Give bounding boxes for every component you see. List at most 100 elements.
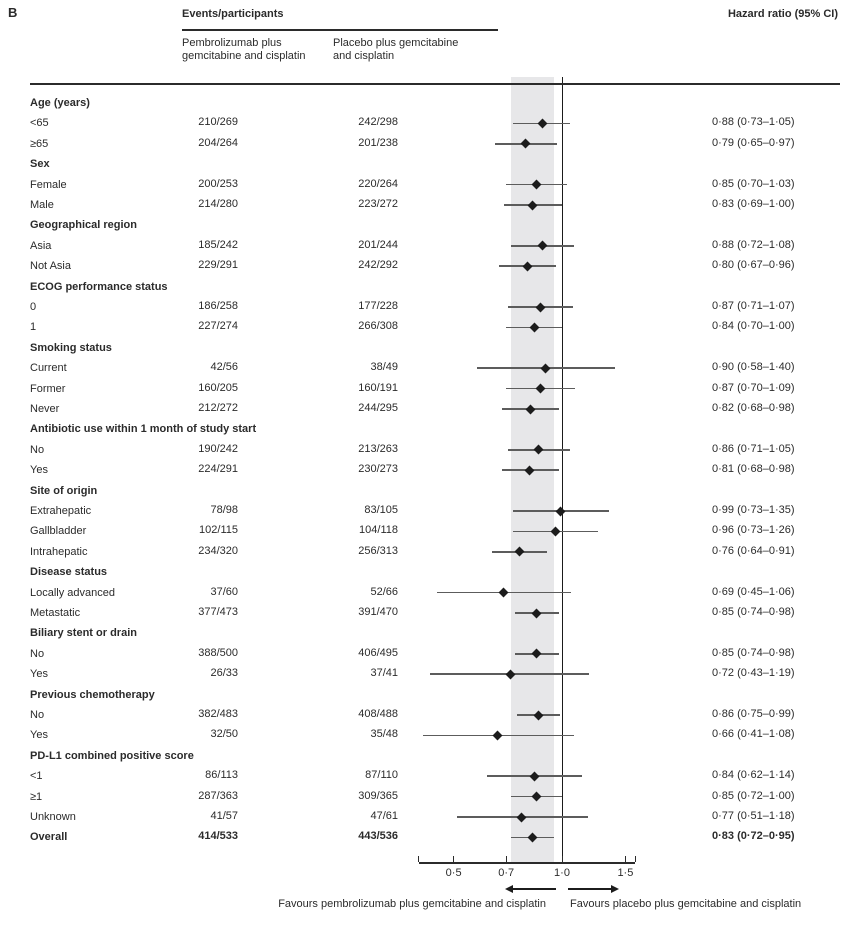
hr-value: 0·99 (0·73–1·35)	[712, 504, 795, 516]
hr-diamond	[499, 587, 509, 598]
events-arm1: 210/269	[198, 116, 238, 129]
hr-value: 0·76 (0·64–0·91)	[712, 544, 795, 557]
reference-line	[561, 77, 563, 862]
events-arm1: 382/483	[198, 708, 238, 720]
events-arm2: 35/48	[370, 728, 398, 741]
favours-left-label: Favours pembrolizumab plus gemcitabine a…	[278, 898, 546, 910]
events-arm1: 212/272	[198, 402, 238, 414]
events-arm2: 242/292	[358, 259, 398, 272]
events-arm1: 160/205	[198, 381, 238, 394]
hr-value: 0·86 (0·71–1·05)	[712, 442, 795, 455]
subgroup-label: ≥1	[30, 790, 43, 803]
events-arm1: 86/113	[205, 769, 238, 782]
events-arm1: 37/60	[210, 585, 238, 598]
hr-value: 0·81 (0·68–0·98)	[712, 463, 795, 476]
events-arm2: 87/110	[365, 769, 398, 782]
subgroup-label: Locally advanced	[30, 586, 116, 599]
subgroup-label: <65	[30, 117, 49, 130]
subgroup-label: Age (years)	[30, 97, 90, 109]
axis-tick-label: 0·7	[498, 867, 515, 879]
subgroup-label: ECOG performance status	[30, 280, 168, 293]
events-arm2: 223/272	[358, 198, 398, 210]
events-arm1: 185/242	[198, 238, 238, 251]
subgroup-label: No	[30, 647, 45, 660]
axis-tick	[634, 856, 636, 862]
arm1-header: Pembrolizumab plus gemcitabine and cispl…	[182, 37, 306, 62]
subgroup-label: No	[30, 709, 45, 721]
favours-right-arrow	[568, 888, 611, 890]
events-arm1: 414/533	[198, 830, 238, 843]
hr-diamond	[492, 730, 502, 741]
events-arm1: 41/57	[210, 810, 238, 822]
events-arm1: 200/253	[198, 177, 238, 190]
hr-diamond	[555, 506, 566, 516]
axis-tick	[624, 856, 626, 862]
subgroup-label: Previous chemotherapy	[30, 688, 155, 701]
hr-value: 0·77 (0·51–1·18)	[712, 810, 795, 822]
hr-value: 0·85 (0·74–0·98)	[712, 646, 795, 659]
subgroup-label: Sex	[30, 158, 50, 171]
events-arm1: 102/115	[199, 524, 238, 537]
axis-tick	[505, 856, 507, 862]
events-arm1: 186/258	[198, 300, 238, 312]
events-arm1: 227/274	[198, 320, 238, 333]
events-arm2: 406/495	[358, 646, 398, 659]
subgroup-label: Disease status	[30, 566, 108, 579]
events-arm2: 38/49	[370, 361, 398, 374]
axis-tick	[453, 856, 455, 862]
subgroup-label: Yes	[30, 464, 48, 477]
favours-right-arrowhead-icon	[611, 885, 619, 893]
subgroup-label: Male	[30, 199, 54, 211]
events-arm1: 287/363	[198, 789, 238, 802]
hr-value: 0·85 (0·70–1·03)	[712, 177, 795, 190]
events-arm2: 213/263	[358, 442, 398, 455]
hr-value: 0·87 (0·70–1·09)	[712, 381, 795, 394]
events-arm1: 388/500	[198, 646, 238, 659]
hr-value: 0·85 (0·72–1·00)	[712, 789, 795, 802]
events-arm2: 242/298	[358, 116, 398, 129]
events-arm2: 266/308	[358, 320, 398, 333]
subgroup-label: Asia	[30, 239, 52, 252]
subgroup-label: <1	[30, 770, 43, 783]
events-arm1: 234/320	[198, 544, 238, 557]
events-arm2: 201/238	[358, 136, 398, 149]
events-header-underline	[182, 29, 498, 31]
header-rule	[30, 82, 840, 85]
hr-value: 0·72 (0·43–1·19)	[712, 667, 795, 680]
subgroup-label: 0	[30, 301, 37, 313]
subgroup-label: Biliary stent or drain	[30, 627, 137, 640]
subgroup-label: PD-L1 combined positive score	[30, 749, 194, 762]
subgroup-label: 1	[30, 321, 37, 334]
hr-value: 0·88 (0·73–1·05)	[712, 116, 795, 129]
axis-tick	[561, 856, 563, 862]
subgroup-label: Geographical region	[30, 219, 137, 232]
events-arm1: 42/56	[210, 361, 238, 374]
events-arm1: 377/473	[198, 606, 238, 618]
subgroup-label: Yes	[30, 668, 48, 681]
events-arm2: 52/66	[370, 585, 398, 598]
subgroup-label: Intrahepatic	[30, 545, 88, 558]
events-arm1: 190/242	[198, 442, 238, 455]
events-arm2: 83/105	[364, 504, 398, 516]
hr-value: 0·80 (0·67–0·96)	[712, 259, 795, 272]
hr-value: 0·87 (0·71–1·07)	[712, 300, 795, 312]
subgroup-label: Overall	[30, 831, 68, 844]
hr-value: 0·85 (0·74–0·98)	[712, 606, 795, 618]
hr-value: 0·84 (0·70–1·00)	[712, 320, 795, 333]
subgroup-label: Yes	[30, 729, 48, 742]
events-arm2: 160/191	[358, 381, 398, 394]
subgroup-label: Not Asia	[30, 260, 71, 273]
subgroup-label: Former	[30, 382, 66, 395]
events-arm2: 408/488	[358, 708, 398, 720]
subgroup-label: Smoking status	[30, 341, 112, 354]
hr-value: 0·86 (0·75–0·99)	[712, 708, 795, 720]
events-arm2: 220/264	[358, 177, 398, 190]
subgroup-label: Unknown	[30, 811, 76, 823]
hr-value: 0·83 (0·72–0·95)	[712, 830, 795, 843]
subgroup-label: Current	[30, 362, 67, 375]
events-participants-header: Events/participants	[182, 8, 284, 20]
events-arm2: 177/228	[358, 300, 398, 312]
subgroup-label: ≥65	[30, 137, 49, 150]
hr-value: 0·69 (0·45–1·06)	[712, 585, 795, 598]
